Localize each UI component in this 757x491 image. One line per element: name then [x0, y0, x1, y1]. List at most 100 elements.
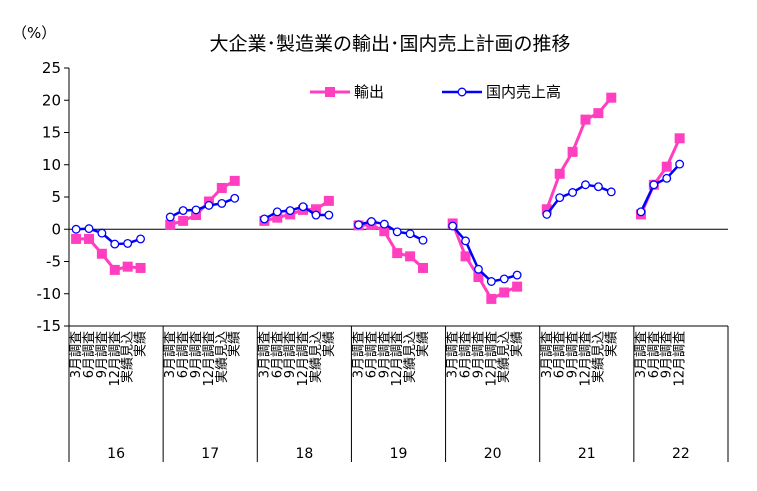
data-point: [84, 224, 94, 234]
legend-item: 輸出: [310, 83, 384, 101]
data-point: [366, 217, 376, 226]
data-point: [662, 173, 672, 183]
data-point: [474, 264, 483, 274]
y-ticks: 25 20 15 10 5 0 -5 -10 -15: [37, 59, 69, 335]
x-category-label: 12月調査: [484, 331, 499, 387]
chart-title: 大企業･製造業の輸出･国内売上計画の推移: [209, 33, 570, 55]
x-category-label: 9月調査: [189, 331, 204, 378]
unit-label: （%）: [12, 24, 56, 42]
data-point: [499, 274, 509, 284]
legend-label: 国内売上高: [486, 83, 561, 101]
data-point: [460, 251, 471, 262]
x-category-label: 6月調査: [647, 331, 662, 378]
legend: 輸出 国内売上高: [310, 83, 561, 101]
data-point: [165, 212, 175, 222]
x-category-label: 9月調査: [660, 331, 675, 378]
data-point: [512, 270, 522, 280]
data-point: [178, 206, 188, 215]
x-category-label: 12月調査: [673, 331, 688, 387]
x-category-label: 3月調査: [446, 331, 461, 378]
data-point: [122, 261, 133, 272]
data-point: [123, 238, 133, 248]
data-point: [135, 262, 146, 273]
data-point: [541, 204, 552, 215]
group-label: 21: [578, 446, 596, 462]
data-point: [324, 210, 334, 220]
data-point: [109, 264, 120, 275]
x-category-label: 実績: [509, 331, 525, 357]
x-category-label: 実績: [227, 331, 243, 357]
data-point: [96, 248, 107, 259]
y-tick-label: 25: [42, 59, 61, 77]
data-point: [542, 209, 552, 219]
data-point: [191, 205, 201, 215]
data-point: [405, 251, 416, 262]
group-label: 20: [484, 446, 502, 462]
data-point: [216, 182, 227, 193]
data-point: [110, 239, 120, 249]
data-point: [71, 233, 82, 244]
x-category-label: 実績: [321, 331, 337, 357]
data-point: [298, 202, 308, 212]
data-point: [204, 200, 214, 210]
y-tick-label: -15: [37, 317, 62, 335]
legend-item: 国内売上高: [442, 83, 561, 101]
data-point: [581, 180, 590, 190]
series-1: [71, 92, 685, 304]
data-point: [486, 293, 497, 304]
x-category-label: 実績見込: [308, 331, 324, 383]
y-tick-label: -10: [37, 285, 62, 303]
x-category-label: 9月調査: [95, 331, 110, 378]
x-category-label: 3月調査: [257, 331, 272, 378]
y-tick-label: -5: [46, 253, 61, 271]
data-point: [606, 92, 617, 103]
data-point: [310, 204, 321, 215]
data-point: [661, 161, 672, 172]
y-tick-label: 5: [51, 188, 61, 206]
x-category-label: 12月調査: [390, 331, 405, 387]
data-point: [473, 271, 484, 282]
data-point: [567, 146, 578, 157]
series-2: [71, 159, 685, 286]
data-point: [636, 207, 646, 217]
legend-marker: [325, 87, 335, 97]
data-point: [392, 227, 402, 237]
x-category-label: 12月調査: [296, 331, 311, 387]
data-point: [392, 248, 403, 259]
group-label: 19: [390, 446, 408, 462]
x-category-label: 6月調査: [553, 331, 568, 378]
data-point: [285, 206, 295, 215]
group-label: 18: [295, 446, 313, 462]
data-point: [165, 219, 176, 230]
x-category-label: 12月調査: [202, 331, 217, 387]
group-labels: 16 17 18 19 20 21 22: [107, 446, 690, 462]
data-point: [568, 188, 578, 197]
data-point: [555, 193, 565, 203]
x-category-label: 6月調査: [176, 331, 191, 378]
data-point: [272, 212, 283, 223]
data-point: [178, 215, 189, 226]
x-category-label: 実績見込: [590, 331, 606, 383]
x-category-label: 実績見込: [402, 331, 418, 383]
y-tick-label: 15: [42, 124, 61, 142]
data-point: [580, 114, 591, 125]
data-point: [486, 277, 496, 286]
series: [71, 92, 685, 304]
x-category-label: 9月調査: [471, 331, 486, 378]
data-point: [554, 168, 565, 179]
data-point: [259, 214, 269, 224]
data-point: [97, 228, 107, 238]
series-line-segment: [639, 163, 681, 213]
y-tick-label: 10: [42, 156, 61, 174]
data-point: [230, 193, 240, 203]
data-point: [593, 182, 603, 192]
data-point: [675, 159, 685, 169]
data-point: [217, 198, 227, 208]
x-category-label: 3月調査: [69, 331, 84, 378]
data-point: [593, 108, 604, 119]
x-category-label: 12月調査: [108, 331, 123, 387]
group-label: 16: [107, 446, 125, 462]
data-point: [405, 229, 415, 239]
